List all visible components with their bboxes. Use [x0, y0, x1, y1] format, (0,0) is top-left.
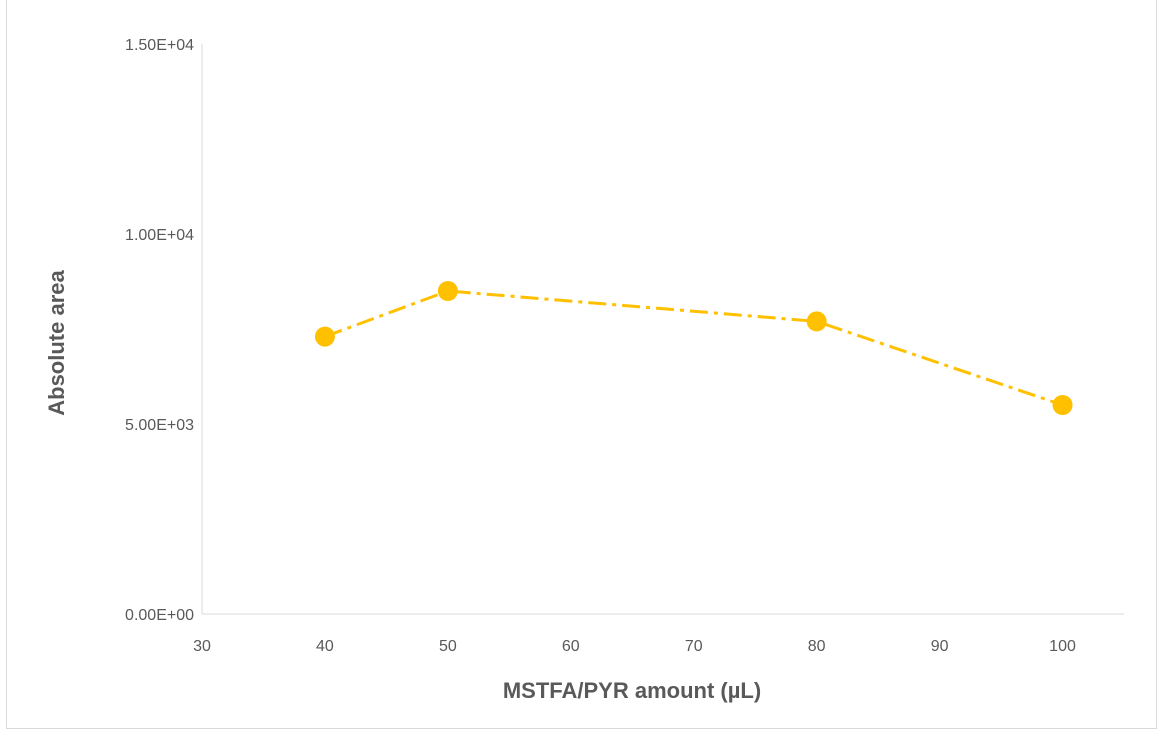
chart-frame: [6, 0, 1157, 729]
x-tick-label: 80: [808, 638, 826, 655]
x-tick-label: 50: [439, 638, 457, 655]
y-tick-label: 0.00E+00: [125, 607, 194, 624]
x-tick-label: 70: [685, 638, 703, 655]
x-tick-label: 30: [193, 638, 211, 655]
x-tick-label: 100: [1049, 638, 1076, 655]
data-point: [437, 281, 458, 301]
data-point: [1052, 395, 1073, 415]
data-point: [314, 326, 335, 347]
x-tick-label: 60: [562, 638, 580, 655]
x-tick-labels: 30 40 50 60 70 80 90 100: [193, 638, 1076, 655]
data-point: [806, 311, 827, 332]
y-tick-label: 1.00E+04: [125, 227, 194, 244]
y-tick-label: 1.50E+04: [125, 37, 194, 54]
x-tick-label: 40: [316, 638, 334, 655]
series-line: [324, 289, 1064, 407]
x-tick-label: 90: [931, 638, 949, 655]
series-layer: [314, 281, 1073, 415]
y-axis-title: Absolute area: [44, 269, 69, 415]
y-tick-label: 5.00E+03: [125, 417, 194, 434]
y-tick-labels: 0.00E+00 5.00E+03 1.00E+04 1.50E+04: [125, 37, 194, 624]
x-axis-title: MSTFA/PYR amount (µL): [503, 678, 761, 703]
